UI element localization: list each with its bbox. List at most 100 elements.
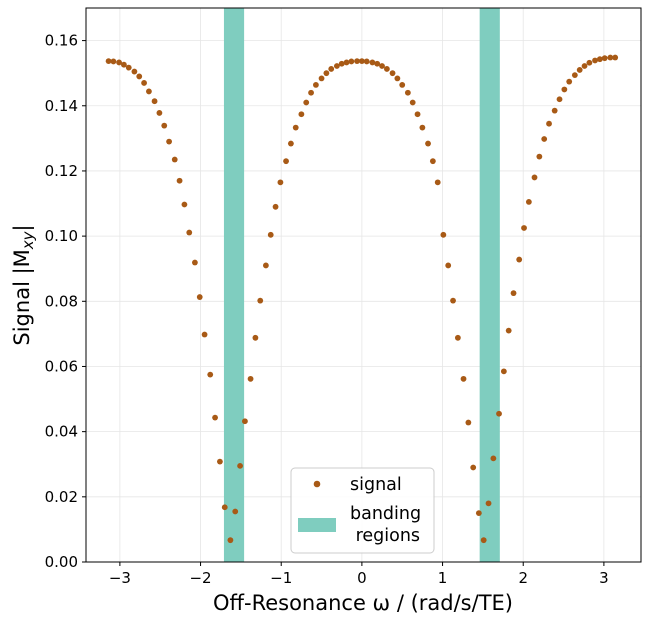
signal-point-7 (141, 80, 147, 86)
y-tick-label-7: 0.14 (45, 97, 78, 115)
signal-point-29 (252, 334, 259, 341)
signal-point-4 (125, 64, 132, 71)
signal-point-39 (303, 99, 310, 106)
signal-point-43 (323, 70, 330, 77)
signal-point-97 (596, 56, 603, 63)
legend-banding-label-line1: banding (350, 504, 421, 524)
legend: signal banding regions (290, 467, 435, 554)
signal-point-79 (505, 327, 512, 334)
signal-point-49 (354, 58, 360, 65)
signal-point-52 (369, 59, 376, 66)
signal-point-78 (500, 368, 507, 375)
legend-banding-label: banding regions (350, 504, 421, 546)
signal-point-90 (561, 86, 568, 93)
y-tick-label-0: 0.00 (45, 553, 78, 571)
signal-point-65 (434, 179, 441, 186)
signal-point-77 (496, 410, 502, 417)
signal-point-56 (389, 70, 396, 77)
signal-point-15 (181, 201, 188, 208)
signal-point-59 (404, 89, 411, 96)
signal-point-23 (221, 504, 228, 511)
signal-point-0 (105, 58, 112, 65)
signal-point-67 (445, 262, 452, 269)
signal-point-85 (536, 153, 543, 160)
signal-point-27 (242, 418, 248, 425)
signal-point-24 (227, 537, 234, 544)
y-axis-label-subscript: xy (19, 230, 37, 250)
signal-point-14 (176, 177, 183, 184)
signal-point-35 (283, 158, 289, 165)
signal-point-57 (394, 75, 401, 82)
signal-point-19 (201, 331, 208, 338)
signal-point-70 (460, 375, 467, 382)
x-tick-label-1: −2 (189, 569, 211, 587)
x-tick-label-4: 1 (438, 569, 448, 587)
signal-point-32 (267, 231, 274, 238)
x-axis-label: Off-Resonance ω / (rad/s/TE) (213, 591, 513, 615)
signal-point-3 (121, 61, 127, 68)
y-axis-label: Signal |Mxy| (10, 224, 37, 345)
signal-point-13 (171, 156, 178, 163)
y-tick-label-8: 0.16 (45, 32, 78, 50)
x-tick-label-3: 0 (357, 569, 367, 587)
y-tick-label-1: 0.02 (45, 488, 78, 506)
signal-point-31 (262, 262, 269, 269)
signal-point-55 (383, 66, 390, 72)
signal-point-1 (110, 58, 117, 65)
signal-point-9 (151, 98, 158, 105)
signal-point-16 (186, 229, 193, 236)
signal-point-94 (581, 63, 588, 69)
y-axis-label-close: | (10, 224, 35, 231)
signal-point-84 (531, 174, 538, 181)
grid-lines (86, 8, 641, 563)
signal-point-6 (136, 73, 143, 80)
signal-point-75 (485, 500, 492, 507)
y-tick-label-6: 0.12 (45, 162, 78, 180)
signal-point-53 (374, 60, 381, 67)
signal-point-72 (470, 464, 477, 471)
signal-point-28 (247, 375, 254, 382)
banding-region-1 (223, 8, 245, 562)
signal-point-40 (308, 89, 314, 96)
signal-point-83 (525, 199, 532, 205)
signal-point-66 (440, 231, 447, 238)
signal-point-47 (343, 59, 350, 66)
y-axis-label-main: Signal |M (10, 249, 35, 345)
signal-point-45 (333, 63, 340, 69)
signal-point-87 (546, 120, 552, 127)
signal-point-50 (358, 58, 365, 65)
legend-banding-label-line2: regions (350, 526, 420, 546)
signal-point-26 (237, 462, 243, 469)
signal-point-62 (419, 124, 426, 131)
x-tick-label-5: 2 (518, 569, 528, 587)
signal-point-20 (207, 371, 214, 378)
signal-point-36 (287, 140, 294, 147)
signal-point-30 (257, 297, 264, 304)
y-axis-ticks: 0.00 0.02 0.04 0.06 0.08 0.10 0.12 0.14 0.16 (45, 32, 86, 571)
signal-point-25 (232, 508, 239, 515)
signal-point-10 (156, 110, 163, 116)
signal-point-41 (313, 82, 319, 88)
y-tick-label-5: 0.10 (45, 227, 78, 245)
signal-point-95 (586, 59, 593, 66)
signal-point-99 (607, 54, 614, 61)
legend-signal-label: signal (350, 475, 402, 495)
signal-point-38 (298, 111, 305, 118)
signal-point-81 (516, 256, 523, 263)
signal-point-63 (425, 140, 431, 147)
signal-point-11 (161, 122, 168, 129)
signal-point-33 (272, 203, 279, 210)
signal-point-73 (475, 510, 482, 517)
signal-point-42 (318, 75, 325, 82)
y-tick-label-2: 0.04 (45, 423, 78, 441)
signal-point-76 (490, 455, 497, 462)
signal-point-91 (566, 78, 573, 85)
signal-point-64 (429, 158, 436, 165)
banding-regions (223, 8, 500, 562)
signal-point-88 (551, 107, 558, 114)
signal-point-61 (414, 111, 421, 118)
signal-point-86 (541, 136, 548, 142)
signal-point-69 (454, 334, 461, 341)
signal-point-17 (192, 259, 198, 266)
signal-point-54 (379, 63, 385, 69)
